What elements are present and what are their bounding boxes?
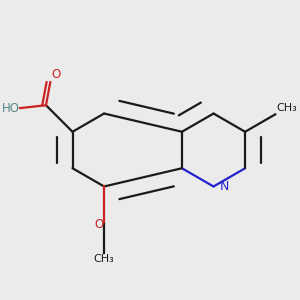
Text: O: O <box>52 68 61 81</box>
Text: CH₃: CH₃ <box>94 254 115 264</box>
Text: CH₃: CH₃ <box>277 103 297 113</box>
Text: HO: HO <box>2 102 20 115</box>
Text: O: O <box>94 218 103 231</box>
Text: N: N <box>220 180 229 193</box>
